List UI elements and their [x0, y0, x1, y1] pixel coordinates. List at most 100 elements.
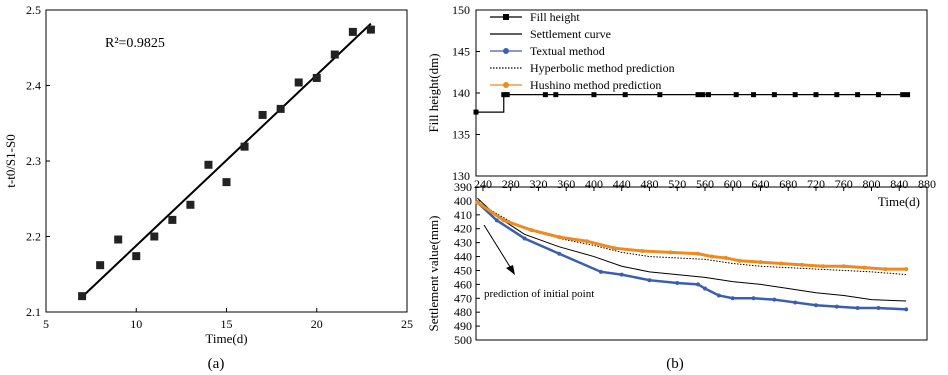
- textual-method-line: [476, 201, 907, 311]
- panel-b-settlement: 240 280 320 360 400 440 480 520 560 600 640 680 720 7…: [426, 177, 936, 347]
- textual-method-point: [675, 280, 680, 285]
- data-point: [330, 50, 339, 59]
- fill-height-point: [553, 92, 559, 98]
- x-tick-label-a: 20: [311, 317, 323, 331]
- x-tick-label-a: 5: [43, 317, 49, 331]
- fill-height-point: [695, 92, 701, 98]
- x-tick-label-b: 240: [474, 177, 492, 191]
- data-point: [168, 215, 177, 224]
- y-tick-label-b-bottom: 390: [454, 180, 472, 194]
- x-tick-label-b: 600: [724, 177, 742, 191]
- y-tick-label-b-bottom: 470: [454, 291, 472, 305]
- legend-marker-circle: [503, 82, 509, 88]
- y-tick-label-b-bottom: 400: [454, 194, 472, 208]
- data-point: [204, 160, 213, 169]
- data-point: [294, 78, 303, 87]
- fit-line: [81, 22, 372, 298]
- plot-frame-b-bottom: [475, 186, 928, 341]
- x-tick-label-b: 720: [807, 177, 825, 191]
- y-tick-label-a: 2.5: [26, 3, 41, 17]
- legend-label: Textual method: [530, 44, 605, 58]
- hushino-point: [723, 255, 728, 260]
- hyperbolic-prediction-line: [477, 201, 907, 276]
- y-tick-label-a: 2.2: [26, 230, 41, 244]
- hushino-point: [737, 258, 742, 263]
- data-point: [240, 142, 249, 151]
- hushino-point: [475, 200, 480, 205]
- fill-height-point: [900, 92, 906, 98]
- hushino-prediction-line: [476, 201, 907, 271]
- hushino-point: [709, 254, 714, 259]
- y-tick-label-b-bottom: 410: [454, 208, 472, 222]
- caption-a: (a): [208, 356, 225, 372]
- y-tick-label-b-bottom: 430: [454, 236, 472, 250]
- data-point: [150, 232, 159, 241]
- x-tick-label-b: 440: [613, 177, 631, 191]
- data-point: [348, 27, 357, 36]
- fill-height-point: [622, 92, 628, 98]
- y-tick-label-b-bottom: 460: [454, 277, 472, 291]
- textual-method-point: [834, 304, 839, 309]
- y-tick-label-b-bottom: 420: [454, 222, 472, 236]
- textual-method-point: [772, 297, 777, 302]
- fill-height-point: [771, 92, 777, 98]
- hushino-point: [501, 218, 506, 223]
- fill-height-point: [834, 92, 840, 98]
- fill-height-point: [905, 92, 911, 98]
- hushino-point: [883, 267, 888, 272]
- legend-label: Hushino method prediction: [530, 78, 661, 92]
- x-tick-label-a: 10: [130, 317, 142, 331]
- textual-method-point: [716, 293, 721, 298]
- textual-method-point: [813, 303, 818, 308]
- r-squared-annotation: R²=0.9825: [105, 36, 165, 51]
- fill-height-point: [542, 92, 548, 98]
- textual-method-point: [702, 286, 707, 291]
- y-tick-label-b-top: 130: [452, 169, 470, 183]
- y-tick-label-b-bottom: 490: [454, 319, 472, 333]
- data-point: [222, 178, 231, 187]
- textual-method-point: [557, 251, 562, 256]
- fill-height-point: [733, 92, 739, 98]
- hushino-point: [904, 267, 909, 272]
- y-tick-label-b-bottom: 500: [454, 333, 472, 347]
- annotation-arrowhead: [506, 265, 515, 275]
- textual-method-point: [876, 306, 881, 311]
- hushino-point: [841, 264, 846, 269]
- settlement-curve-line: [477, 197, 907, 302]
- hushino-point: [529, 228, 534, 233]
- legend-label: Hyperbolic method prediction: [530, 61, 675, 75]
- textual-method-point: [619, 272, 624, 277]
- hushino-point: [585, 239, 590, 244]
- x-tick-label-b: 880: [918, 177, 936, 191]
- x-tick-label-b: 640: [751, 177, 769, 191]
- x-tick-label-b: 520: [668, 177, 686, 191]
- data-point: [78, 292, 87, 301]
- textual-method-point: [855, 306, 860, 311]
- fill-height-point: [813, 92, 819, 98]
- legend-marker-circle: [503, 48, 509, 54]
- textual-method-point: [598, 269, 603, 274]
- fill-height-point: [855, 92, 861, 98]
- hushino-point: [668, 250, 673, 255]
- y-tick-label-b-top: 135: [452, 128, 470, 142]
- data-point: [276, 104, 285, 113]
- y-tick-label-a: 2.1: [26, 305, 41, 319]
- textual-method-point: [730, 296, 735, 301]
- fill-height-point: [751, 92, 757, 98]
- initial-point-annotation: prediction of initial point: [484, 288, 594, 300]
- x-tick-label-b: 840: [890, 177, 908, 191]
- x-tick-label-b: 480: [640, 177, 658, 191]
- x-tick-label-a: 25: [401, 317, 413, 331]
- y-tick-label-b-bottom: 440: [454, 250, 472, 264]
- fill-height-point: [875, 92, 881, 98]
- y-tick-label-b-top: 145: [452, 45, 470, 59]
- panel-a-scatter: 5 10 15 20 25 2.1 2.2 2.3 2.4 2.5 Time(d) t-t0/S1-S…: [3, 3, 413, 346]
- textual-method-point: [647, 278, 652, 283]
- fill-height-point: [705, 92, 711, 98]
- x-tick-label-b: 360: [557, 177, 575, 191]
- data-point: [366, 25, 375, 34]
- y-axis-label-b-top: Fill height(dm): [426, 53, 441, 132]
- x-axis-label-a: Time(d): [205, 331, 247, 346]
- data-point: [132, 252, 141, 261]
- data-point: [114, 235, 123, 244]
